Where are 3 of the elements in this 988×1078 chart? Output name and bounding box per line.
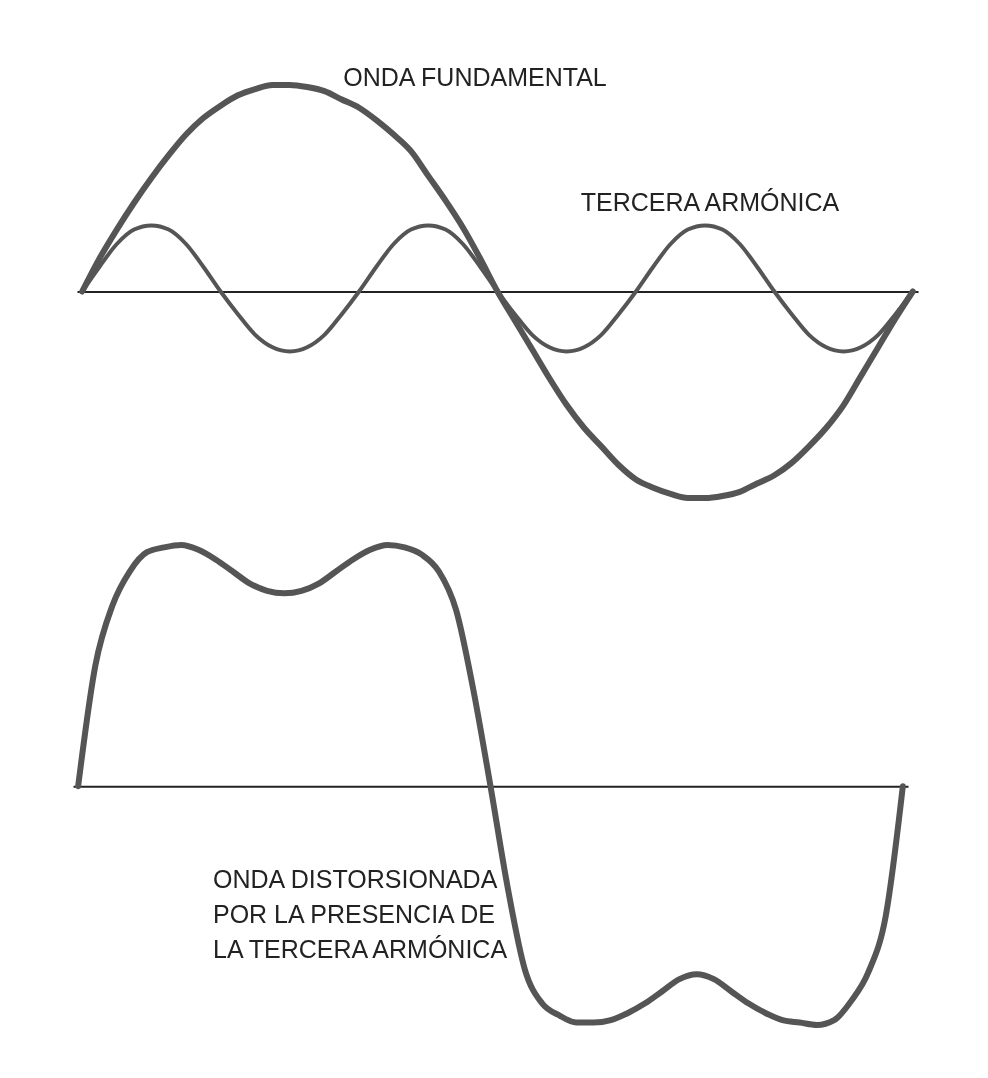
series-label: ONDA DISTORSIONADA POR LA PRESENCIA DE LA TERCERA ARMÓNICA (213, 865, 508, 963)
series-label: TERCERA ARMÓNICA (580, 188, 840, 216)
series-label: ONDA FUNDAMENTAL (343, 63, 607, 91)
